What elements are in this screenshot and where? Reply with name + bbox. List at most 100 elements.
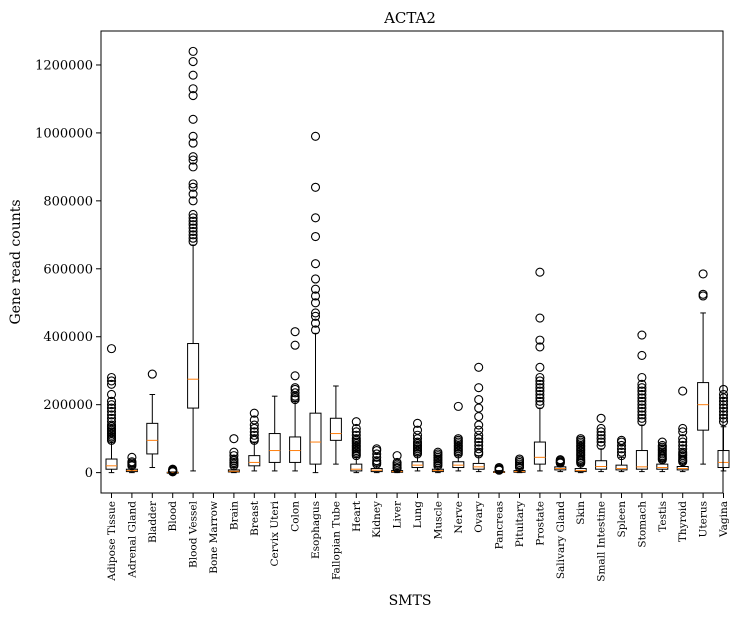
outlier-point (637, 403, 647, 413)
outlier-point (372, 456, 382, 466)
outlier-point (678, 427, 688, 437)
box-group (554, 455, 567, 473)
outlier-point (310, 325, 321, 335)
outlier-point (290, 388, 300, 398)
outlier-point (188, 223, 198, 233)
outlier-point (474, 412, 484, 422)
box-group (411, 418, 424, 472)
outlier-point (229, 454, 239, 464)
y-tick-label: 200000 (43, 398, 93, 413)
outlier-point (188, 155, 198, 165)
outlier-point (474, 440, 484, 450)
y-tick-label: 400000 (43, 330, 93, 345)
box-group (125, 452, 138, 474)
box-group (146, 369, 159, 469)
iqr-box (329, 417, 342, 441)
outlier-point (637, 400, 647, 410)
outlier-point (188, 196, 198, 206)
y-tick-label: 0 (85, 466, 93, 481)
iqr-box (656, 463, 669, 470)
outlier-point (657, 437, 667, 447)
outlier-point (310, 182, 321, 192)
x-tick-label: Lung (412, 501, 424, 528)
outlier-point (310, 131, 321, 141)
outlier-point (474, 420, 484, 430)
outlier-point (106, 417, 117, 427)
outlier-point (106, 376, 117, 386)
outlier-point (453, 434, 463, 444)
outlier-point (535, 342, 545, 352)
x-tick-label: Esophagus (310, 501, 322, 559)
outlier-point (596, 434, 606, 444)
outlier-point (412, 430, 423, 440)
outlier-point (188, 216, 198, 226)
box-group (105, 344, 118, 474)
outlier-point (188, 182, 198, 192)
outlier-point (596, 413, 606, 423)
outlier-point (351, 417, 361, 427)
box-group (268, 395, 281, 472)
outlier-point (474, 437, 484, 447)
y-axis-title: Gene read counts (8, 199, 24, 324)
x-tick-label: Fallopian Tube (330, 501, 342, 580)
outlier-point (188, 209, 198, 219)
outlier-point (188, 70, 198, 80)
x-tick-label: Uterus (698, 501, 710, 537)
x-tick-label: Nerve (453, 501, 465, 534)
iqr-box (289, 436, 302, 463)
box-group (431, 447, 444, 474)
outlier-point (596, 423, 606, 434)
outlier-point (147, 369, 157, 379)
outlier-point (535, 383, 545, 393)
x-tick-label: Adrenal Gland (126, 501, 138, 579)
outlier-point (188, 230, 198, 240)
outlier-point (351, 430, 361, 440)
outlier-point (188, 152, 198, 162)
x-tick-label: Breast (249, 500, 261, 536)
outlier-point (616, 451, 627, 461)
box-group (533, 267, 546, 472)
y-tick-label: 1000000 (35, 126, 93, 141)
outlier-point (616, 440, 627, 450)
outlier-point (678, 386, 688, 396)
outlier-point (596, 440, 606, 450)
outlier-point (290, 327, 300, 337)
outlier-point (188, 213, 198, 223)
outlier-point (514, 454, 525, 464)
outlier-point (474, 362, 484, 372)
outlier-point (106, 410, 117, 420)
outlier-point (637, 372, 647, 383)
outlier-point (474, 395, 484, 405)
outlier-point (616, 447, 627, 457)
outlier-point (188, 179, 198, 189)
outlier-point (535, 267, 545, 277)
x-tick-label: Salivary Gland (555, 501, 567, 579)
x-tick-label: Blood Vessel (188, 500, 200, 568)
outlier-point (616, 435, 627, 445)
x-tick-label: Stomach (636, 501, 648, 548)
outlier-point (637, 393, 647, 403)
outlier-point (290, 340, 300, 350)
iqr-box (411, 461, 424, 469)
outlier-point (310, 259, 321, 269)
outlier-point (678, 437, 688, 447)
outlier-point (596, 427, 606, 437)
outlier-point (535, 376, 545, 386)
outlier-point (474, 425, 484, 435)
outlier-point (535, 379, 545, 389)
x-tick-label: Spleen (616, 501, 628, 538)
outlier-point (637, 396, 647, 406)
x-tick-label: Blood (167, 501, 179, 532)
iqr-box (574, 468, 587, 473)
iqr-box (697, 382, 710, 431)
box-group (187, 46, 200, 472)
box-group (493, 462, 506, 475)
iqr-box (268, 433, 281, 463)
x-tick-label: Liver (392, 500, 404, 528)
outlier-point (678, 434, 688, 444)
outlier-point (535, 386, 545, 396)
outlier-point (474, 447, 484, 457)
outlier-point (535, 400, 545, 410)
outlier-point (229, 447, 239, 457)
box-group (248, 408, 261, 472)
